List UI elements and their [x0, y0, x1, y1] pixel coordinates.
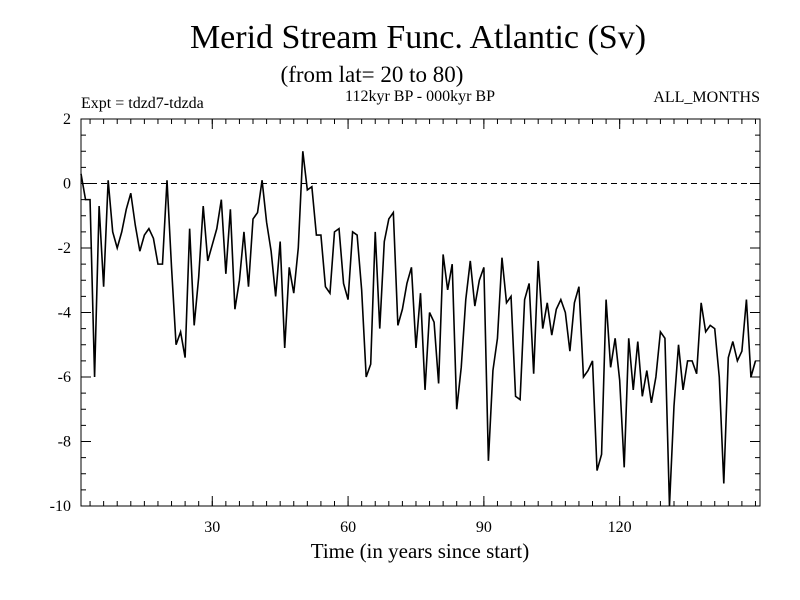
period-label: 112kyr BP - 000kyr BP: [345, 88, 495, 105]
x-tick-label: 90: [476, 519, 492, 536]
y-minor-ticks: [81, 118, 760, 507]
y-tick-label: -6: [58, 369, 71, 386]
y-tick-label: -2: [58, 240, 71, 257]
series-group: [80, 151, 757, 507]
x-axis: 30 60 90 120: [204, 119, 632, 536]
x-minor-ticks: [89, 119, 756, 506]
y-tick-label: 0: [63, 176, 71, 193]
months-label: ALL_MONTHS: [653, 89, 760, 106]
y-tick-label: 2: [63, 111, 71, 128]
x-tick-label: 30: [204, 519, 220, 536]
y-axis: 2 0 -2 -4 -6 -8 -10: [50, 111, 760, 515]
x-tick-label: 120: [608, 519, 632, 536]
series-line: [80, 151, 757, 507]
y-tick-label: -8: [58, 434, 71, 451]
x-tick-label: 60: [340, 519, 356, 536]
chart-title: Merid Stream Func. Atlantic (Sv): [190, 19, 646, 56]
chart-subtitle: (from lat= 20 to 80): [281, 62, 464, 87]
experiment-label: Expt = tdzd7-tdzda: [81, 95, 204, 112]
y-tick-label: -10: [50, 498, 71, 515]
y-tick-label: -4: [58, 305, 71, 322]
plot-frame: [80, 118, 761, 507]
x-axis-label: Time (in years since start): [311, 539, 530, 563]
